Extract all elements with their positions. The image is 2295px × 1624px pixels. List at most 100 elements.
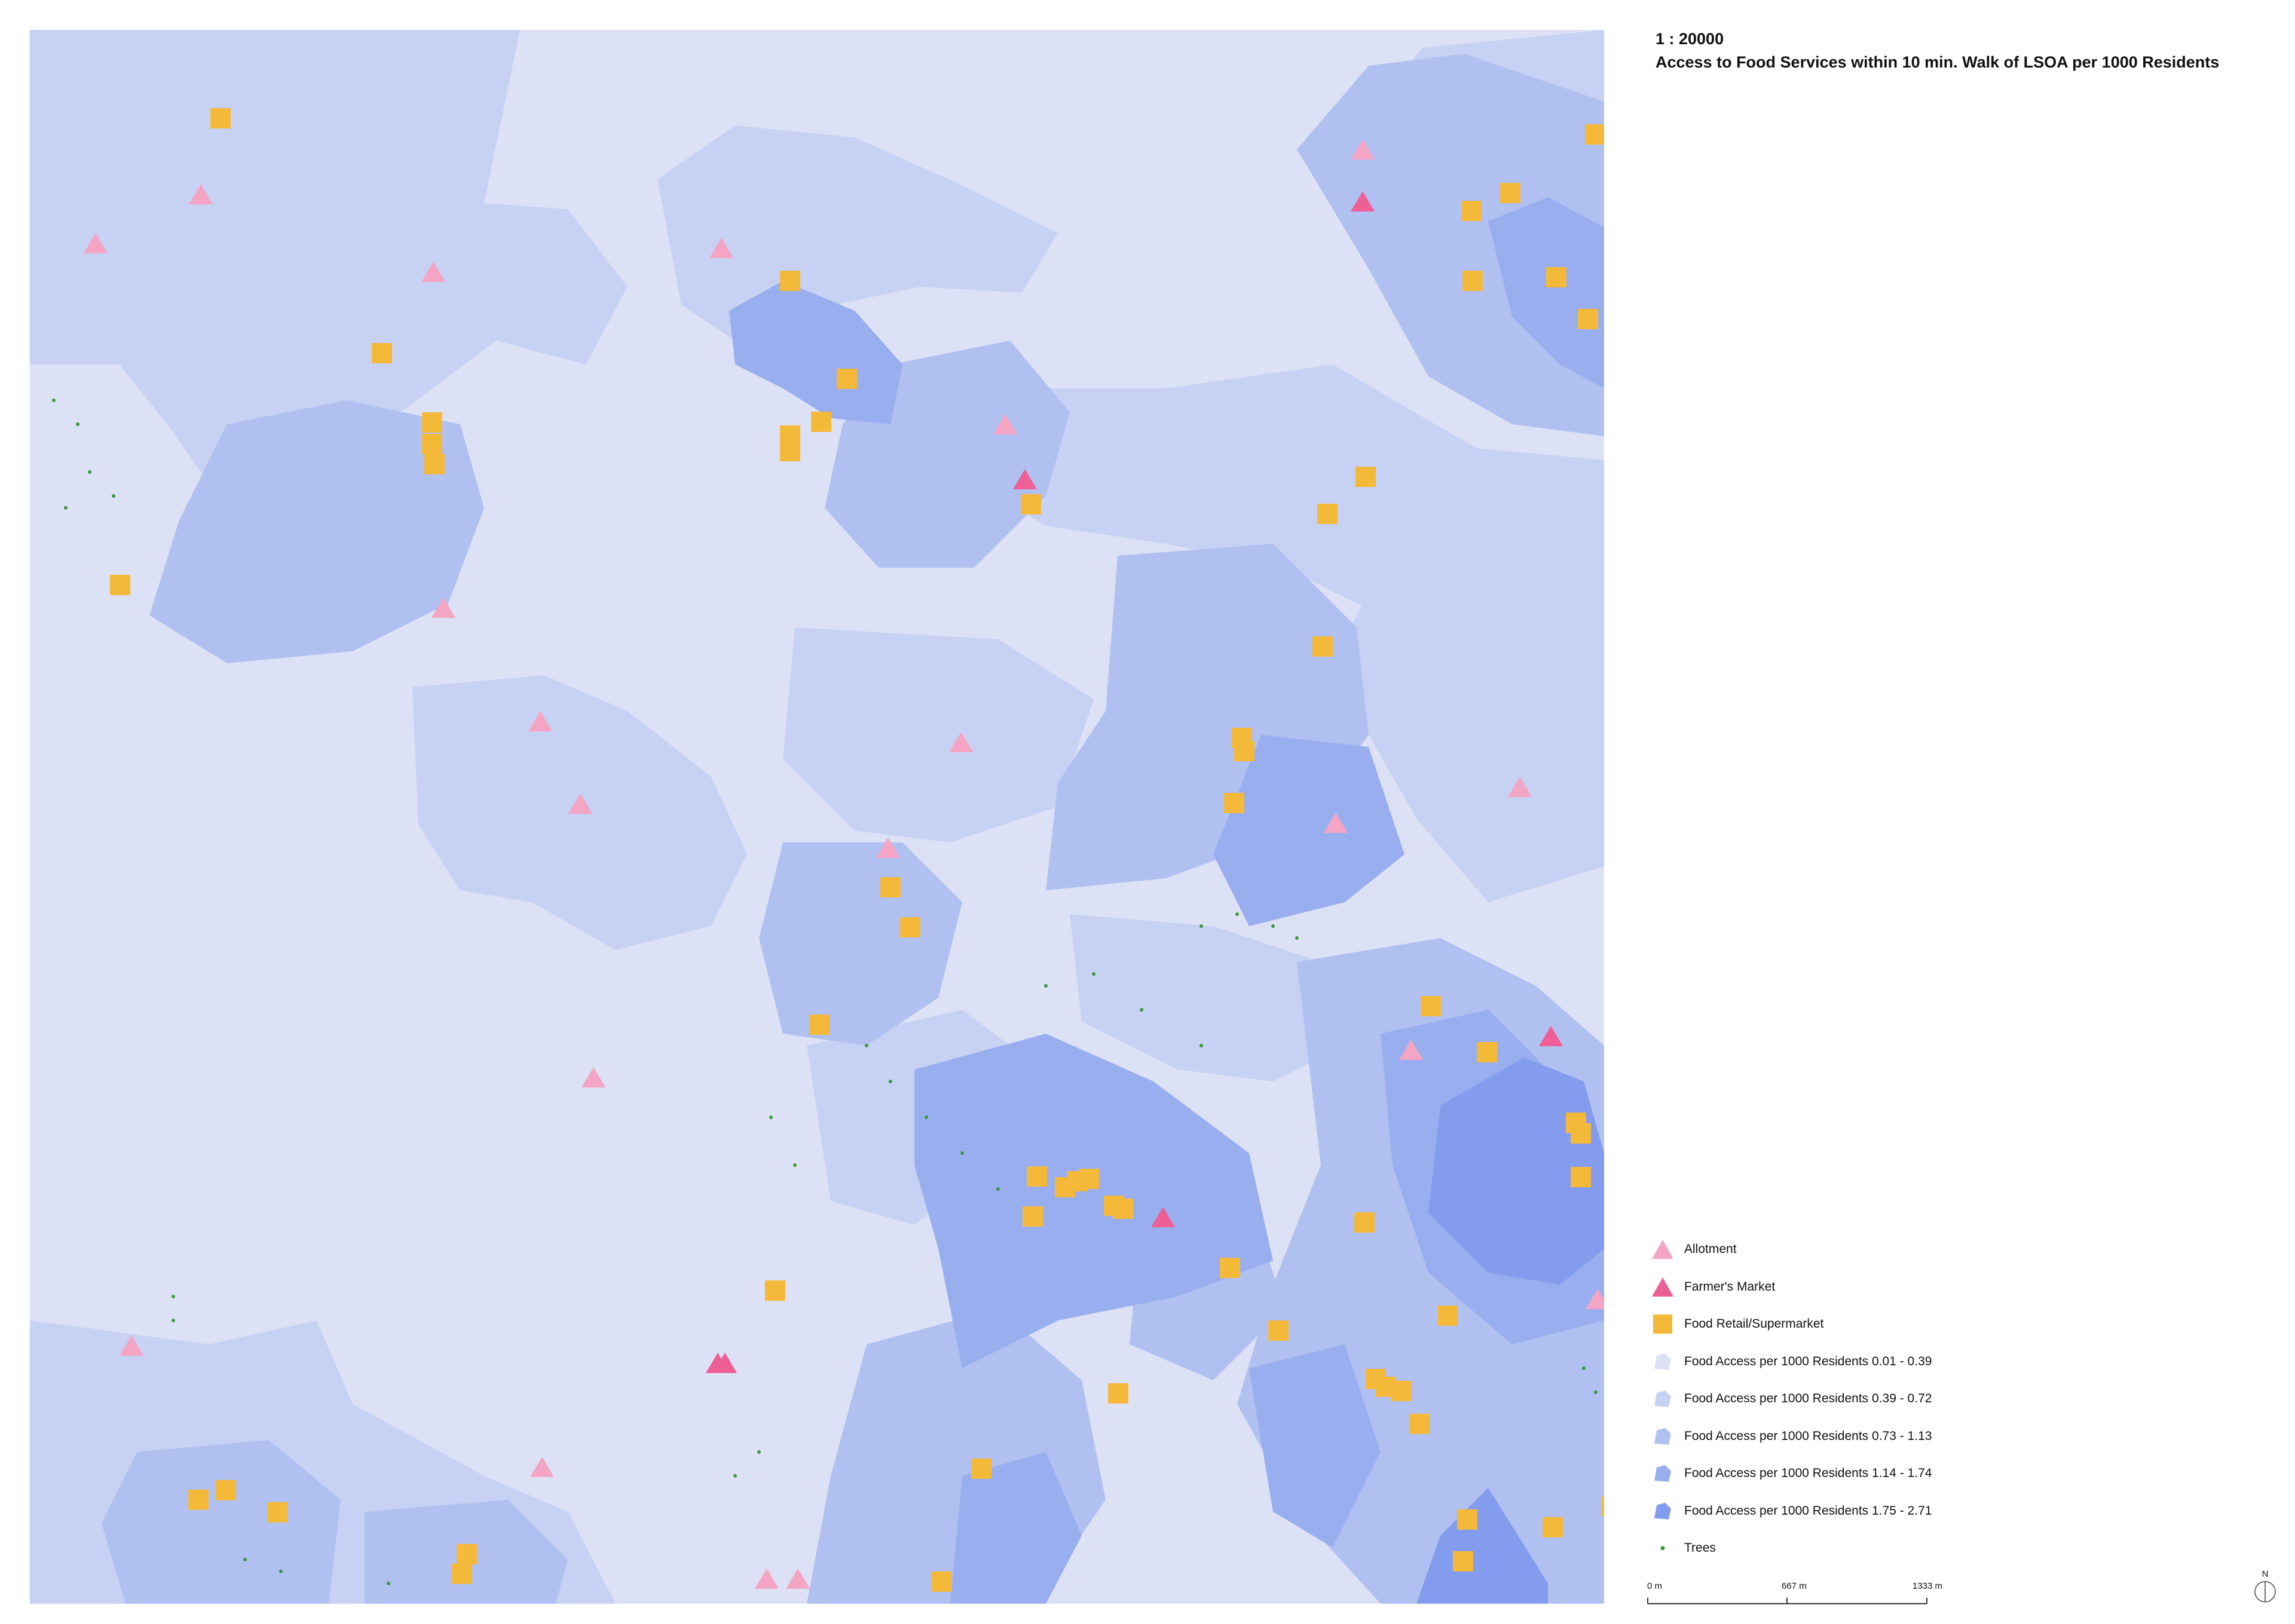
food-retail-marker[interactable] [1027, 1166, 1047, 1187]
allotment-marker[interactable] [84, 233, 108, 253]
food-retail-marker[interactable] [780, 271, 800, 291]
food-retail-marker[interactable] [1578, 309, 1598, 329]
food-retail-marker[interactable] [267, 1502, 287, 1522]
farmers-market-marker[interactable] [1013, 469, 1037, 489]
food-retail-marker[interactable] [1500, 183, 1520, 203]
food-retail-marker[interactable] [1477, 1042, 1497, 1062]
food-retail-marker[interactable] [210, 108, 231, 128]
food-retail-marker[interactable] [1220, 1258, 1240, 1278]
allotment-marker[interactable] [993, 414, 1017, 434]
food-retail-marker[interactable] [1543, 1517, 1563, 1537]
lsoa-polygon[interactable] [914, 1034, 1273, 1368]
food-retail-marker[interactable] [1113, 1199, 1133, 1219]
food-retail-marker[interactable] [372, 343, 392, 363]
food-retail-marker[interactable] [1234, 741, 1254, 761]
farmers-market-marker[interactable] [713, 1353, 737, 1373]
food-retail-marker[interactable] [1457, 1509, 1477, 1530]
food-retail-marker[interactable] [1021, 494, 1041, 514]
tree-dot [733, 1474, 737, 1478]
lsoa-polygon[interactable] [1070, 914, 1345, 1081]
allotment-marker[interactable] [582, 1067, 605, 1087]
allotment-marker[interactable] [432, 597, 455, 618]
lsoa-polygon[interactable] [1249, 1344, 1381, 1548]
allotment-marker[interactable] [568, 793, 592, 814]
food-retail-marker[interactable] [1585, 124, 1604, 145]
food-retail-marker[interactable] [900, 917, 920, 937]
lsoa-polygon[interactable] [1488, 197, 1604, 388]
lsoa-polygon[interactable] [1345, 568, 1604, 902]
allotment-marker[interactable] [949, 732, 973, 752]
food-retail-marker[interactable] [971, 1458, 992, 1479]
food-retail-marker[interactable] [1409, 1414, 1430, 1434]
allotment-marker[interactable] [876, 838, 900, 858]
allotment-marker[interactable] [528, 711, 552, 731]
food-retail-marker[interactable] [110, 575, 130, 595]
food-retail-marker[interactable] [1317, 504, 1338, 524]
food-retail-marker[interactable] [1268, 1320, 1289, 1341]
food-retail-marker[interactable] [1437, 1306, 1458, 1326]
lsoa-polygon[interactable] [759, 842, 962, 1046]
legend-label: Food Access per 1000 Residents 0.39 - 0.… [1684, 1392, 1932, 1406]
lsoa-polygon[interactable] [950, 1452, 1082, 1604]
food-retail-marker[interactable] [422, 434, 442, 454]
allotment-marker[interactable] [709, 238, 733, 258]
food-retail-marker[interactable] [1079, 1169, 1099, 1189]
food-retail-marker[interactable] [1224, 793, 1244, 813]
food-retail-marker[interactable] [1421, 996, 1441, 1016]
lsoa-polygon[interactable] [1428, 1058, 1604, 1285]
lsoa-polygon[interactable] [1213, 735, 1404, 926]
food-retail-marker[interactable] [457, 1544, 477, 1564]
map-canvas[interactable] [30, 30, 1604, 1604]
food-retail-marker[interactable] [1602, 1496, 1604, 1516]
food-retail-marker[interactable] [1546, 267, 1566, 287]
allotment-marker[interactable] [1399, 1040, 1423, 1060]
lsoa-polygon[interactable] [30, 30, 628, 484]
food-retail-marker[interactable] [780, 441, 800, 461]
allotment-marker[interactable] [1586, 1289, 1604, 1309]
allotment-marker[interactable] [755, 1568, 779, 1589]
food-retail-marker[interactable] [1312, 636, 1333, 657]
food-retail-marker[interactable] [1391, 1381, 1411, 1401]
allotment-marker[interactable] [421, 262, 445, 282]
lsoa-polygon[interactable] [102, 1440, 341, 1604]
lsoa-polygon[interactable] [729, 281, 902, 424]
farmers-market-marker[interactable] [1151, 1207, 1175, 1227]
allotment-marker[interactable] [786, 1568, 810, 1589]
food-retail-marker[interactable] [188, 1490, 209, 1510]
allotment-marker[interactable] [120, 1335, 143, 1356]
food-retail-marker[interactable] [880, 877, 901, 897]
food-retail-marker[interactable] [422, 412, 442, 433]
tree-dot [52, 399, 56, 402]
allotment-marker[interactable] [1351, 139, 1375, 160]
lsoa-polygon[interactable] [1416, 1488, 1548, 1604]
food-retail-marker[interactable] [452, 1564, 472, 1584]
food-retail-marker[interactable] [765, 1280, 785, 1301]
lsoa-polygon[interactable] [657, 125, 1058, 341]
food-retail-marker[interactable] [1354, 1212, 1375, 1233]
choropleth-map[interactable] [30, 30, 1604, 1604]
food-retail-marker[interactable] [1108, 1383, 1128, 1404]
allotment-marker[interactable] [189, 184, 213, 204]
food-retail-marker[interactable] [809, 1015, 830, 1035]
food-retail-marker[interactable] [1571, 1123, 1591, 1144]
allotment-marker[interactable] [1324, 813, 1348, 833]
allotment-marker[interactable] [530, 1457, 554, 1477]
lsoa-polygon[interactable] [783, 627, 1094, 842]
food-retail-marker[interactable] [1355, 467, 1376, 487]
allotment-marker[interactable] [1508, 777, 1532, 797]
food-retail-marker[interactable] [216, 1480, 236, 1500]
farmers-market-marker[interactable] [1351, 191, 1375, 212]
food-retail-marker[interactable] [931, 1571, 951, 1592]
food-retail-marker[interactable] [1461, 201, 1482, 221]
lsoa-polygon[interactable] [1297, 54, 1604, 436]
food-retail-marker[interactable] [1462, 271, 1483, 291]
food-retail-marker[interactable] [1023, 1206, 1043, 1227]
legend-label: Allotment [1684, 1242, 1737, 1257]
food-retail-marker[interactable] [811, 412, 831, 432]
food-retail-marker[interactable] [1453, 1551, 1473, 1571]
lsoa-polygon[interactable] [149, 400, 484, 663]
farmers-market-marker[interactable] [1539, 1026, 1563, 1046]
food-retail-marker[interactable] [424, 454, 445, 474]
food-retail-marker[interactable] [837, 369, 857, 389]
food-retail-marker[interactable] [1571, 1167, 1591, 1187]
